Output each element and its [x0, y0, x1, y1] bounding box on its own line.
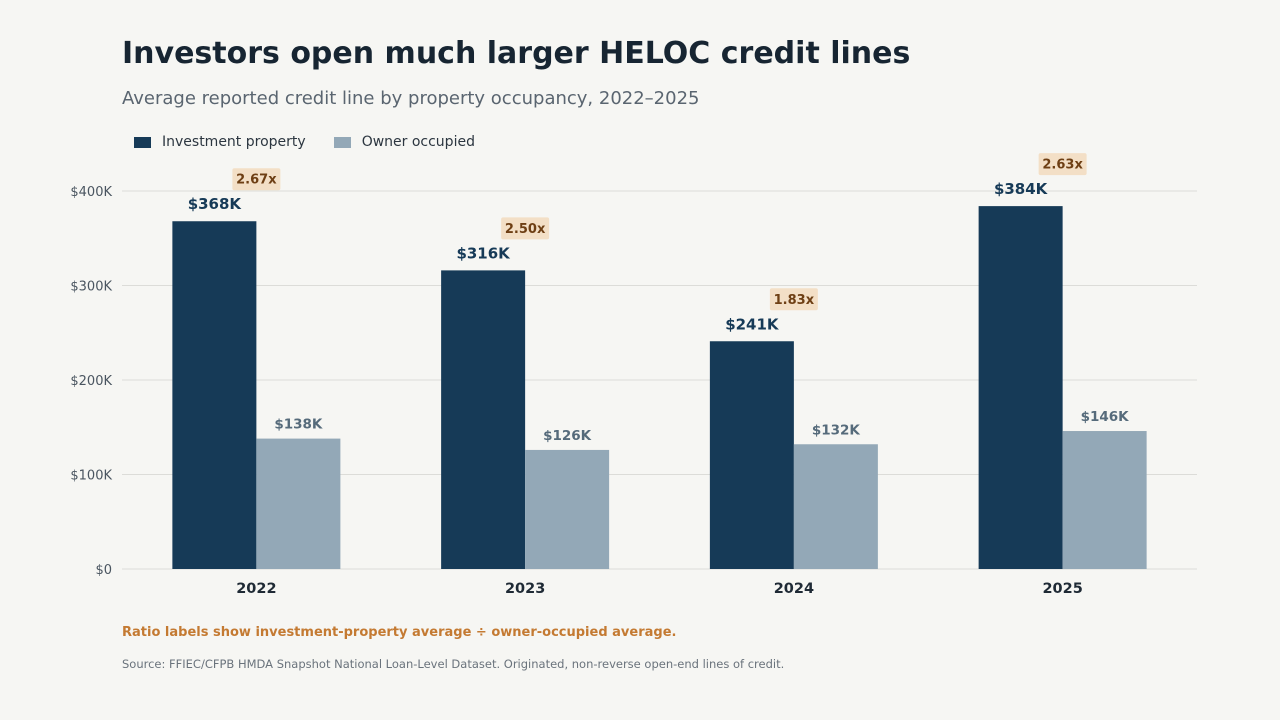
data-label-owner: $138K	[274, 417, 323, 433]
legend-label-investment: Investment property	[162, 134, 306, 150]
chart-subtitle: Average reported credit line by property…	[122, 88, 700, 109]
data-label-investment: $384K	[994, 180, 1049, 198]
data-label-investment: $316K	[456, 244, 511, 262]
data-label-owner: $146K	[1081, 409, 1130, 425]
ratio-label: 1.83x	[774, 293, 815, 308]
bar-investment	[441, 270, 526, 569]
ratio-label: 2.67x	[236, 173, 277, 188]
bar-investment	[172, 221, 257, 570]
x-tick-label: 2025	[1042, 581, 1082, 597]
legend: Investment property Owner occupied	[134, 134, 503, 150]
ratio-note: Ratio labels show investment-property av…	[122, 625, 677, 640]
y-tick-label: $100K	[70, 469, 112, 484]
bar-investment	[709, 341, 794, 569]
source-note: Source: FFIEC/CFPB HMDA Snapshot Nationa…	[122, 657, 785, 671]
legend-swatch-investment	[134, 136, 151, 148]
ratio-label: 2.63x	[1042, 158, 1083, 173]
x-tick-label: 2023	[505, 581, 545, 597]
y-tick-label: $400K	[70, 185, 112, 200]
y-tick-label: $300K	[70, 280, 112, 295]
x-tick-label: 2022	[236, 581, 276, 597]
legend-label-owner: Owner occupied	[361, 134, 475, 150]
bar-investment	[978, 206, 1063, 569]
data-label-investment: $368K	[188, 195, 243, 213]
ratio-badge	[1038, 153, 1087, 176]
legend-item-investment: Investment property	[134, 134, 306, 150]
bar-owner	[1062, 431, 1147, 569]
ratio-badge	[769, 288, 818, 311]
x-tick-label: 2024	[774, 581, 814, 597]
legend-swatch-owner	[333, 136, 351, 148]
data-label-owner: $132K	[812, 422, 861, 438]
legend-item-owner: Owner occupied	[333, 134, 475, 150]
bar-owner	[793, 444, 878, 569]
data-label-investment: $241K	[725, 315, 780, 333]
data-label-owner: $126K	[543, 428, 592, 444]
y-tick-label: $200K	[70, 374, 112, 389]
ratio-badge	[501, 217, 550, 240]
y-tick-label: $0	[95, 563, 112, 578]
ratio-label: 2.50x	[505, 222, 546, 237]
ratio-badge	[232, 168, 281, 191]
bar-owner	[256, 438, 341, 569]
chart-title: Investors open much larger HELOC credit …	[122, 36, 911, 71]
bar-owner	[525, 449, 610, 569]
